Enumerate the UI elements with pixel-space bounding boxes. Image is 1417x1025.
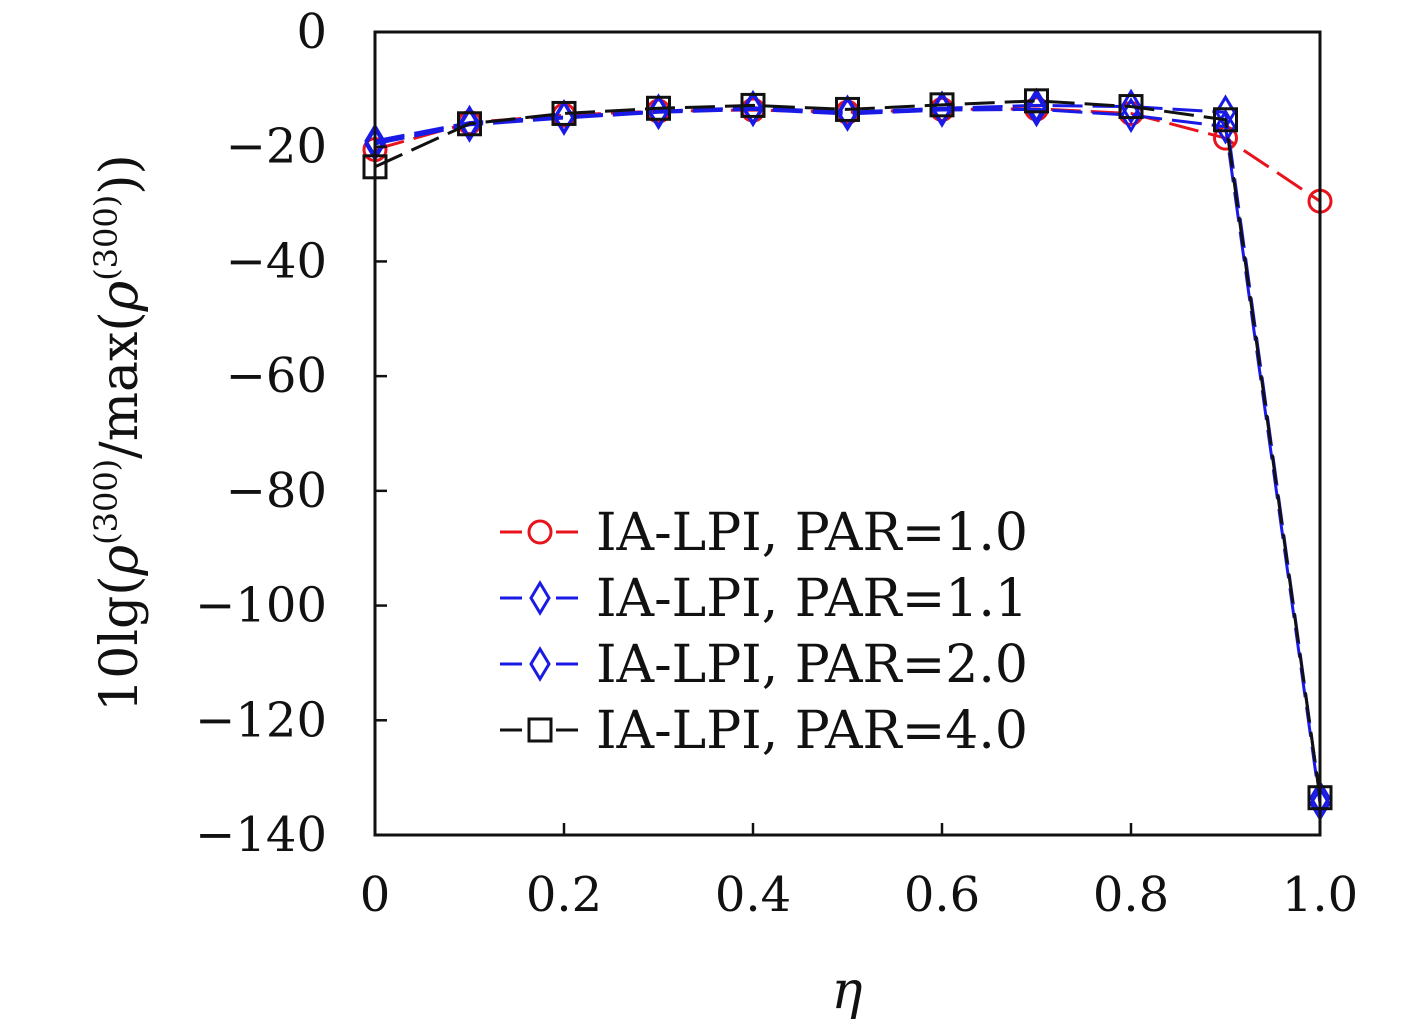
data-point xyxy=(1120,97,1142,134)
data-point xyxy=(1213,107,1238,133)
y-axis-title: 10lg(ρ(300)/max(ρ(300))) xyxy=(87,154,150,712)
series-line xyxy=(374,107,1322,804)
x-tick-label: 0.2 xyxy=(526,867,602,923)
y-tick-label: −100 xyxy=(195,578,327,634)
data-point xyxy=(458,107,481,143)
legend-entry: IA-LPI, PAR=1.0 xyxy=(500,503,1028,563)
data-point xyxy=(646,95,671,121)
y-tick-label: −60 xyxy=(226,348,327,404)
data-point xyxy=(740,92,766,118)
y-tick-label: −80 xyxy=(226,463,327,519)
x-axis-title: η xyxy=(831,961,862,1021)
legend: IA-LPI, PAR=1.0IA-LPI, PAR=1.1IA-LPI, PA… xyxy=(500,503,1028,761)
series-line xyxy=(374,103,1322,798)
legend-entry: IA-LPI, PAR=2.0 xyxy=(500,635,1028,695)
x-tick-label: 0.4 xyxy=(715,867,791,923)
legend-label: IA-LPI, PAR=4.0 xyxy=(596,701,1028,761)
legend-marker xyxy=(527,717,553,743)
data-point xyxy=(457,111,482,137)
data-point xyxy=(835,96,860,122)
series-line xyxy=(374,99,1322,798)
y-tick-label: −120 xyxy=(195,692,327,748)
x-tick-label: 0 xyxy=(360,867,391,923)
plot-frame xyxy=(373,30,1322,837)
y-axis-title-rho-2: ρ xyxy=(90,280,150,312)
data-point xyxy=(1118,94,1144,120)
y-axis-title-rho-1: ρ xyxy=(90,544,150,576)
y-axis-title-slash-max: /max( xyxy=(90,311,150,458)
data-point xyxy=(551,100,577,126)
data-point xyxy=(1025,91,1048,128)
x-tick-label: 0.6 xyxy=(904,867,980,923)
y-axis-title-suffix: )) xyxy=(90,154,150,195)
y-axis-title-sup-1: (300) xyxy=(87,459,125,545)
data-point xyxy=(1120,88,1142,125)
data-point xyxy=(929,92,955,118)
legend-label: IA-LPI, PAR=1.0 xyxy=(596,503,1028,563)
y-tick-label: −140 xyxy=(195,807,327,863)
x-tick-label: 0.8 xyxy=(1093,867,1169,923)
y-axis-title-sup-2: (300) xyxy=(87,195,125,281)
y-tick-label: −40 xyxy=(226,233,327,289)
y-tick-label: 0 xyxy=(296,4,327,60)
legend-entry: IA-LPI, PAR=1.1 xyxy=(500,569,1028,629)
legend-marker xyxy=(527,519,553,545)
data-point xyxy=(1024,88,1049,114)
data-point xyxy=(1214,108,1237,145)
legend-marker xyxy=(529,646,551,682)
legend-marker xyxy=(529,580,551,616)
x-tick-label: 1.0 xyxy=(1282,867,1358,923)
legend-label: IA-LPI, PAR=1.1 xyxy=(596,569,1028,629)
ticks-layer: 0 0.2 0.4 0.6 0.8 1.0 0 −20 −40 −60 −80 −100 −120 −14… xyxy=(195,4,1358,923)
y-tick-label: −20 xyxy=(226,119,327,175)
y-axis-title-prefix: 10lg( xyxy=(90,575,150,711)
legend-entry: IA-LPI, PAR=4.0 xyxy=(500,701,1028,761)
legend-label: IA-LPI, PAR=2.0 xyxy=(596,635,1028,695)
